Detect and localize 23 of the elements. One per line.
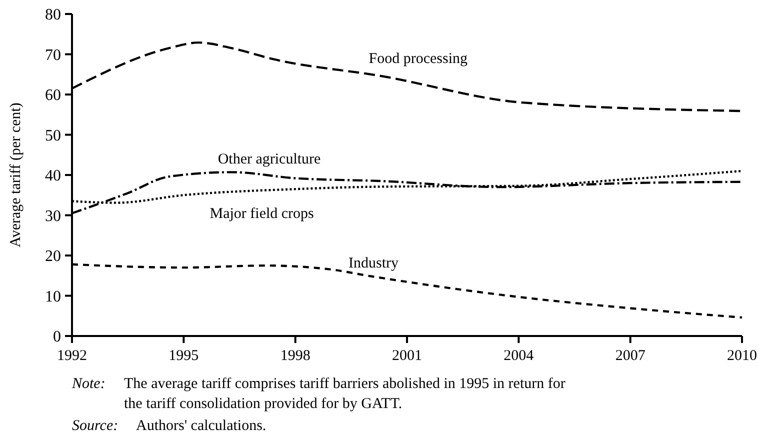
y-tick-label: 70: [45, 46, 61, 64]
x-tick-label: 2010: [727, 348, 757, 364]
text: Note: The average tariff comprises tariff barriers abolished in 1995 in return for the tariff consolidation provided for by GATT.: [72, 376, 566, 412]
x-tick-label: 1998: [280, 348, 310, 364]
y-tick-label: 30: [45, 208, 61, 225]
x-tick-label: 2007: [615, 348, 646, 364]
x-tick-label: 2004: [504, 348, 534, 364]
x-tick-label: 1992: [57, 348, 87, 364]
y-tick-label: 0: [53, 328, 61, 346]
x-tick-label: 2001: [392, 348, 422, 364]
series-label: Industry: [348, 256, 399, 272]
y-tick-label: 60: [45, 87, 61, 104]
series-label: Food processing: [368, 51, 468, 68]
y-tick-label: 10: [45, 288, 61, 306]
x-tick-label: 1995: [168, 348, 199, 364]
series-label: Major field crops: [210, 206, 314, 222]
y-tick-label: 20: [45, 248, 61, 266]
y-tick-label: 80: [45, 6, 61, 24]
y-tick-label: 40: [45, 168, 61, 185]
source-note: Source: Authors' calculations.: [72, 418, 266, 434]
series-label: Other agriculture: [218, 151, 322, 168]
y-axis-title: Average tariff (per cent): [8, 102, 24, 248]
y-tick-label: 50: [45, 127, 61, 144]
